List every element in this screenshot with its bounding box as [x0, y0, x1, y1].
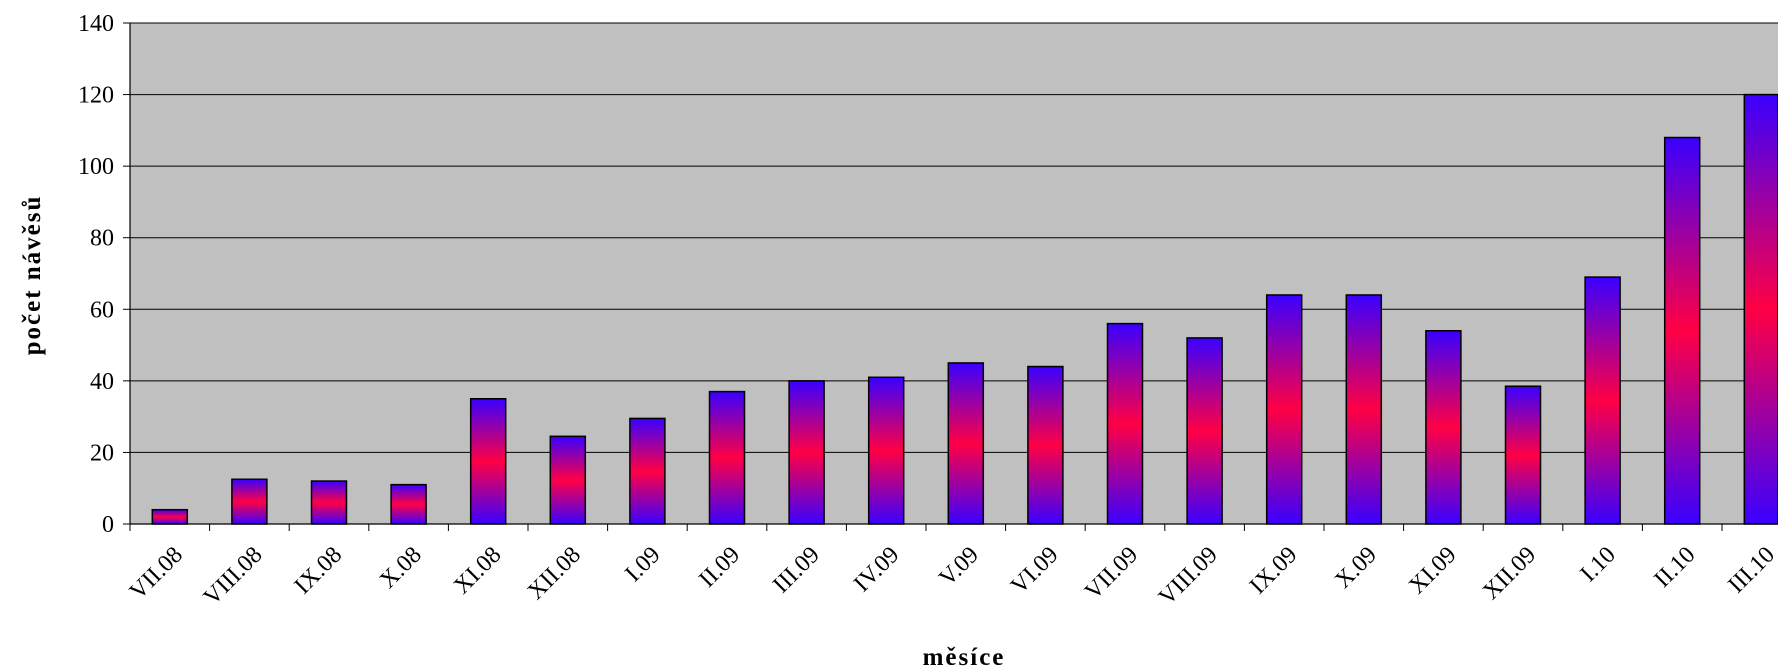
bar: [1106, 322, 1144, 525]
x-tick-label: VII.08: [125, 542, 188, 605]
y-tick-label: 60: [90, 297, 114, 323]
y-tick-labels: 0 20 40 60 80 100 120 140: [78, 11, 114, 538]
x-tick-label: V.09: [934, 542, 984, 592]
x-tick-label: III.10: [1723, 542, 1778, 599]
bar: [231, 478, 268, 525]
bar: [1743, 93, 1778, 525]
x-tick-label: XII.09: [1478, 542, 1541, 605]
bar: [549, 435, 587, 525]
y-tick-label: 80: [90, 226, 114, 252]
x-tick-label: X.09: [1330, 542, 1382, 594]
x-tick-label: IX.08: [290, 542, 348, 600]
x-tick-label: III.09: [768, 542, 825, 599]
bar: [867, 376, 905, 525]
bar: [629, 417, 666, 525]
x-tick-label: XII.08: [523, 542, 586, 605]
x-tick-label: XI.09: [1404, 542, 1462, 600]
x-tick-label: XI.08: [449, 542, 507, 600]
y-tick-label: 120: [78, 83, 114, 109]
bar: [788, 380, 825, 525]
bar: [390, 483, 427, 525]
bar: [469, 398, 507, 525]
bar: [947, 362, 985, 525]
bar: [1265, 294, 1303, 525]
y-tick-label: 140: [78, 11, 114, 37]
bar: [1584, 276, 1621, 525]
x-tick-label: IV.09: [849, 542, 904, 597]
y-tick-label: 0: [102, 512, 114, 538]
bar: [1186, 337, 1223, 525]
bar: [1504, 385, 1542, 525]
axes: [123, 22, 1778, 531]
x-tick-label: II.09: [694, 542, 745, 593]
x-tick-label: VIII.08: [199, 542, 268, 611]
bar: [1425, 330, 1462, 525]
x-tick-label: VII.09: [1080, 542, 1143, 605]
x-tick-label: VI.09: [1006, 542, 1064, 600]
x-axis-title: měsíce: [923, 644, 1006, 669]
y-tick-label: 40: [90, 369, 114, 395]
bar: [1027, 365, 1064, 525]
bar: [1345, 294, 1383, 525]
x-tick-label: I.09: [620, 542, 665, 587]
x-tick-labels: VII.08 VIII.08 IX.08 X.08 XI.08 XII.08 I.09 II.…: [125, 542, 1778, 611]
x-tick-label: I.10: [1576, 542, 1621, 587]
x-tick-label: II.10: [1650, 542, 1701, 593]
y-axis-title: počet návěsů: [19, 195, 46, 356]
bar: [1663, 136, 1701, 525]
bar: [708, 390, 746, 525]
y-tick-label: 100: [78, 154, 114, 180]
x-tick-label: X.08: [375, 542, 427, 594]
y-tick-label: 20: [90, 440, 114, 466]
bar: [310, 480, 348, 525]
x-tick-label: VIII.09: [1154, 542, 1223, 611]
bars: [151, 93, 1778, 525]
x-tick-label: IX.09: [1245, 542, 1303, 600]
bar: [151, 508, 189, 525]
